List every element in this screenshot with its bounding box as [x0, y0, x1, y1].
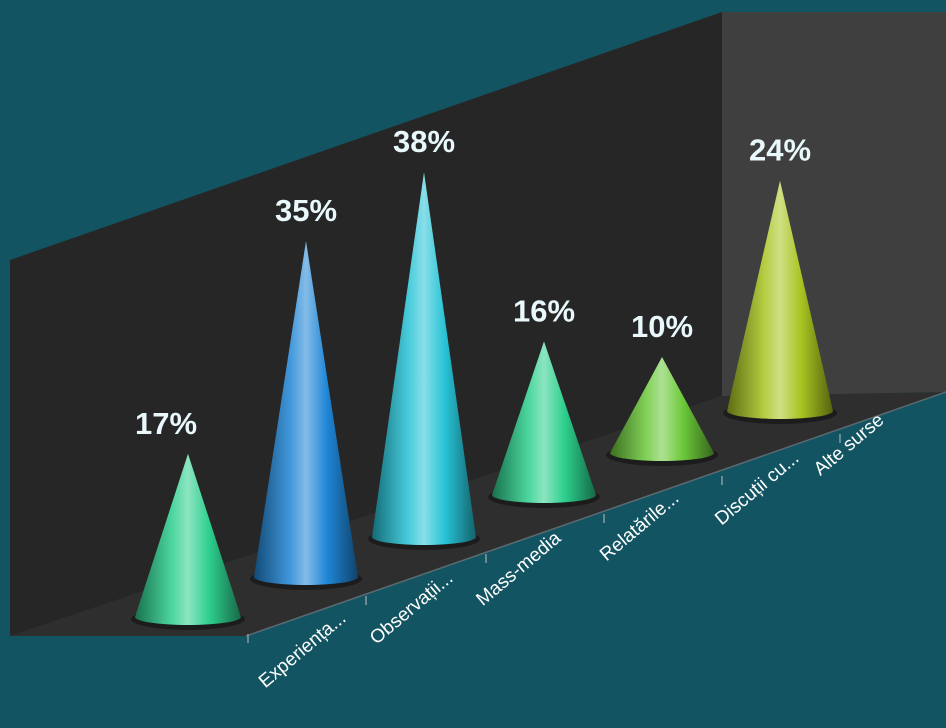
cone-bar — [254, 241, 358, 585]
cone-bar — [727, 180, 833, 419]
axis-ticks — [247, 434, 841, 643]
cone-bar — [135, 453, 241, 625]
cone-series — [131, 172, 837, 630]
value-label: 17% — [135, 406, 197, 441]
cone-bar — [372, 172, 476, 545]
value-label: 10% — [631, 309, 693, 344]
value-labels: 17% 35% 38% 16% 10% 24% — [135, 124, 811, 441]
value-label: 38% — [393, 124, 455, 159]
value-label: 24% — [749, 133, 811, 168]
cone-bar — [492, 341, 596, 503]
chart-floor-edge — [245, 391, 946, 637]
value-label: 35% — [275, 193, 337, 228]
value-label: 16% — [513, 293, 575, 328]
cone-bar — [610, 357, 714, 461]
